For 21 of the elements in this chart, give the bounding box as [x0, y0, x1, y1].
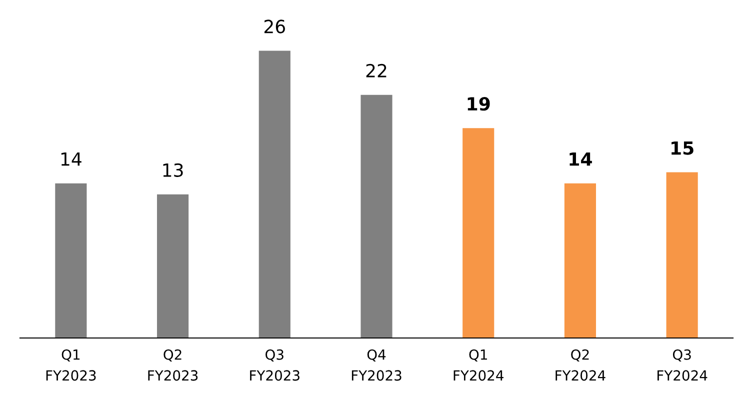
data-label: 22 — [366, 64, 386, 78]
bar — [564, 183, 596, 338]
bar — [666, 172, 698, 338]
x-tick-label: Q3 FY2023 — [250, 349, 300, 381]
x-tick-label: Q2 FY2023 — [148, 349, 198, 381]
x-tick-label: Q3 FY2024 — [658, 349, 708, 381]
bar — [462, 128, 494, 338]
data-label: 13 — [163, 163, 183, 177]
bar — [360, 94, 392, 338]
data-label: 19 — [468, 97, 490, 111]
data-label: 14 — [570, 152, 592, 166]
data-label: 14 — [61, 152, 82, 166]
bar — [258, 50, 290, 338]
bar — [55, 183, 87, 338]
bar — [157, 194, 189, 338]
data-label: 26 — [264, 20, 285, 34]
x-tick-label: Q4 FY2023 — [352, 349, 402, 381]
x-tick-label: Q1 FY2023 — [46, 349, 96, 381]
x-tick-label: Q2 FY2024 — [556, 349, 606, 381]
x-tick-label: Q1 FY2024 — [454, 349, 504, 381]
data-label: 15 — [672, 141, 694, 155]
